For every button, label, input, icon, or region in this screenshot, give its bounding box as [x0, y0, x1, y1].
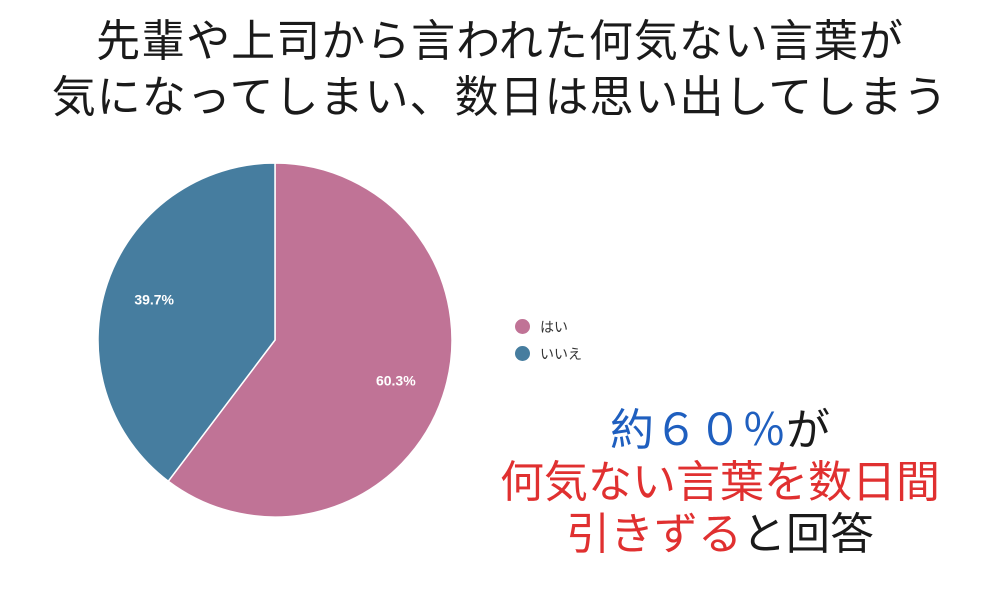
title-line-2: 気になってしまい、数日は思い出してしまう — [51, 72, 949, 123]
title-line-1: 先輩や上司から言われた何気ない言葉が — [96, 16, 904, 67]
slice-label-no: 39.7% — [134, 291, 174, 307]
callout-answered: と回答 — [742, 509, 874, 560]
legend-label-no: いいえ — [540, 346, 582, 363]
slice-no[interactable] — [97, 162, 276, 483]
pie-chart: 60.3% 39.7% — [97, 162, 453, 518]
callout-percentage: 約６０％ — [610, 405, 786, 456]
legend-label-yes: はい — [540, 319, 568, 336]
legend-item-no[interactable]: いいえ — [515, 340, 582, 367]
callout-line-2: 何気ない言葉を数日間 — [500, 457, 940, 508]
chart-legend: はい いいえ — [515, 313, 582, 367]
result-callout: 約６０％が 何気ない言葉を数日間 引きずると回答 — [440, 405, 1000, 561]
page-title: 先輩や上司から言われた何気ない言葉が 気になってしまい、数日は思い出してしまう — [0, 14, 1000, 126]
legend-swatch-no — [515, 346, 530, 361]
callout-line-1: 約６０％が — [440, 405, 1000, 457]
callout-drag-on: 引きずる — [566, 509, 742, 560]
callout-line-1-rest: が — [786, 405, 830, 456]
slice-label-yes: 60.3% — [376, 373, 416, 389]
legend-swatch-yes — [515, 319, 530, 334]
callout-line-3: 引きずると回答 — [440, 509, 1000, 561]
legend-item-yes[interactable]: はい — [515, 313, 582, 340]
slice-yes[interactable] — [167, 162, 453, 518]
